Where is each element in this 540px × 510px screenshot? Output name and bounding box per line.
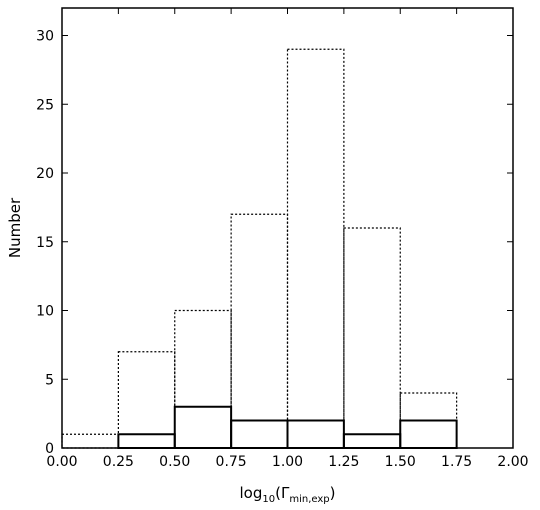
bar-solid-3: [230, 419, 289, 449]
series-dotted: [61, 48, 458, 449]
y-axis-title: Number: [6, 197, 24, 258]
y-tick-label-6: 30: [36, 29, 54, 45]
x-axis-title-sub1: 10: [262, 494, 275, 505]
bar-dotted-5: [343, 227, 401, 449]
bar-solid-2: [173, 405, 233, 449]
y-tick-label-3: 15: [36, 235, 54, 251]
bar-dotted-4: [286, 48, 345, 449]
bar-solid-1: [117, 433, 176, 449]
x-axis-title-sub2: min,exp: [289, 494, 329, 505]
x-tick-label-0: 0.00: [46, 454, 77, 470]
bar-solid-5: [342, 433, 402, 449]
x-tick-label-8: 2.00: [497, 454, 528, 470]
x-tick-label-1: 0.25: [103, 454, 134, 470]
x-tick-label-5: 1.25: [328, 454, 359, 470]
y-tick-label-4: 20: [36, 166, 54, 182]
bar-dotted-2: [174, 309, 232, 449]
x-axis-title-main: log: [240, 484, 263, 502]
x-tick-label-4: 1.00: [272, 454, 303, 470]
x-tick-label-7: 1.75: [441, 454, 472, 470]
y-tick-label-5: 25: [36, 97, 54, 113]
x-axis-title-open: (Γ: [275, 484, 290, 502]
series-solid: [117, 405, 458, 449]
x-tick-label-6: 1.50: [385, 454, 416, 470]
bar-dotted-0: [61, 433, 119, 449]
x-tick-label-3: 0.75: [216, 454, 247, 470]
y-tick-labels: 0 5 10 15 20 25 30: [36, 29, 54, 458]
y-tick-label-0: 0: [45, 441, 54, 457]
x-axis-title: log10(Γmin,exp): [240, 484, 336, 505]
x-tick-labels: 0.00 0.25 0.50 0.75 1.00 1.25 1.50 1.75 2.00: [46, 454, 528, 470]
axis-ticks: [61, 8, 514, 449]
bar-solid-6: [399, 419, 458, 449]
bar-dotted-6: [399, 392, 458, 449]
bar-dotted-3: [230, 213, 289, 449]
y-tick-label-1: 5: [45, 372, 54, 388]
y-tick-label-2: 10: [36, 304, 54, 320]
histogram-series: [61, 48, 458, 449]
x-tick-label-2: 0.50: [159, 454, 190, 470]
x-axis-title-close: ): [330, 484, 336, 502]
bar-solid-4: [286, 419, 345, 449]
